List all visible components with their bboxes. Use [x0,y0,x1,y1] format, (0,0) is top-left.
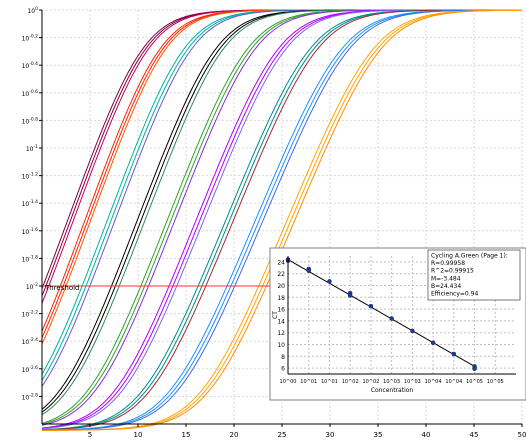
inset-x-tick-label: 10^03 [383,379,400,385]
inset-info-line: R^2=0.99915 [431,268,474,275]
y-tick-label: 10-2 [26,282,38,291]
inset-x-tick-label: 10^00 [280,379,297,385]
inset-point[interactable] [368,303,374,309]
y-tick-label: 10-2.2 [22,310,39,319]
y-tick-label: 10-0.8 [22,116,39,125]
inset-fit-line [287,259,477,368]
inset-point[interactable] [347,293,353,298]
inset-y-tick-label: 24 [277,259,285,266]
inset-info-background [427,249,521,301]
inset-info-line: Cycling A.Green (Page 1): [431,253,508,260]
inset-x-tick-label: 10^03 [404,379,421,385]
x-tick-label: 20 [230,431,239,439]
y-tick-label: 10-1.6 [22,227,39,236]
inset-point[interactable] [327,279,332,284]
inset-fit-line [287,259,477,368]
x-tick-label: 15 [182,431,191,439]
x-tick-label: 35 [374,431,383,439]
x-tick-label: 40 [422,431,431,439]
inset-x-tick-label: 10^05 [466,379,483,385]
inset-y-tick-label: 18 [277,295,285,302]
inset-y-tick-label: 20 [277,283,285,290]
x-tick-label: 30 [326,431,335,439]
amplification-curve[interactable] [42,9,522,431]
x-tick-label: 5 [88,431,92,439]
inset-x-tick-label: 10^04 [445,379,462,385]
inset-x-tick-label: 10^04 [425,379,442,385]
inset-y-label: CT [272,311,279,319]
inset-point[interactable] [430,340,436,345]
inset-y-tick-label: 10 [277,342,285,349]
y-tick-label: 10-0.2 [22,34,39,43]
inset-y-tick-label: 16 [277,307,285,314]
inset-x-tick-label: 10^05 [487,379,504,385]
inset-x-tick-label: 10^02 [342,379,359,385]
inset-y-tick-label: 14 [277,318,285,325]
inset-point[interactable] [472,366,477,371]
x-tick-label: 25 [278,431,287,439]
amplification-curves [41,9,522,431]
inset-x-tick-label: 10^02 [362,379,379,385]
inset-info-line: B=24.434 [431,283,461,290]
inset-x-label: Concentration [371,387,414,394]
inset-point[interactable] [410,328,415,334]
inset-y-tick-label: 8 [281,354,285,361]
amplification-curve[interactable] [41,9,522,431]
main-axes: 100 10-0.2 10-0.4 10-0.6 10-0.8 10-1 10-1.2 10-… [22,6,526,439]
inset-info-line: R=0.99958 [431,260,465,267]
y-tick-label: 10-2.8 [22,392,39,401]
inset-y-tick-label: 6 [281,366,285,373]
inset-point[interactable] [306,268,311,273]
inset-info-line: M=-3.484 [431,275,461,282]
inset-x-tick-label: 10^01 [300,379,317,385]
y-tick-label: 10-2.4 [22,337,39,346]
inset-info-line: Efficiency=0.94 [431,291,478,298]
y-tick-label: 100 [27,6,38,15]
inset-y-tick-label: 22 [277,271,285,278]
y-tick-label: 10-1.4 [22,199,39,208]
x-tick-label: 50 [518,431,526,439]
y-tick-label: 10-1 [26,144,38,153]
x-tick-label: 45 [470,431,479,439]
y-tick-label: 10-0.6 [22,89,39,98]
inset-point[interactable] [451,351,457,357]
inset-y-tick-label: 12 [277,330,285,337]
inset-points [285,257,477,371]
y-tick-label: 10-2.6 [22,365,39,374]
y-tick-label: 10-1.8 [22,254,39,263]
threshold-label: Threshold [44,284,80,292]
inset-point[interactable] [389,316,394,321]
y-tick-label: 10-1.2 [22,172,39,181]
y-tick-label: 10-0.4 [22,61,39,70]
x-tick-label: 10 [134,431,143,439]
inset-x-tick-label: 10^01 [321,379,338,385]
inset-info-box: Cycling A.Green (Page 1):R=0.99958R^2=0.… [427,249,521,301]
